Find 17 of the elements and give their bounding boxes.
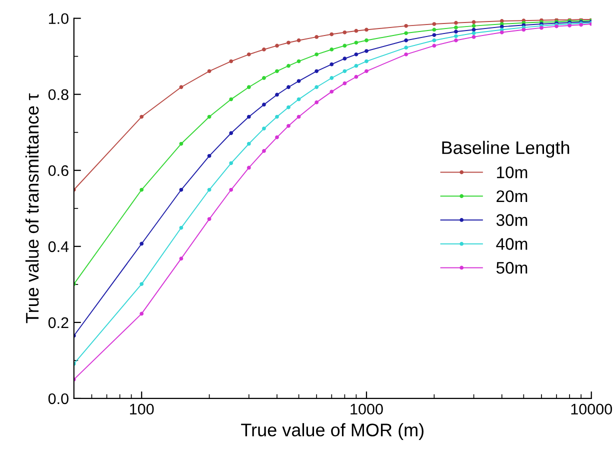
legend-label: 50m — [496, 262, 528, 274]
legend-label: 10m — [497, 166, 528, 178]
x-tick-label: 100 — [130, 404, 154, 415]
x-tick-label: 1000 — [350, 404, 383, 415]
legend-label: 30m — [496, 214, 528, 226]
y-tick-label: 0.8 — [48, 89, 68, 100]
legend-title: Baseline Length — [442, 140, 570, 158]
y-tick-label: 0.2 — [48, 317, 68, 328]
y-axis-title: True value of transmittance τ — [25, 93, 39, 324]
legend-label: 20m — [496, 190, 528, 202]
x-tick-label: 10000 — [571, 404, 612, 415]
y-tick-label: 0.6 — [48, 165, 68, 176]
x-axis-title: True value of MOR (m) — [241, 423, 424, 440]
legend-label: 40m — [496, 238, 528, 250]
y-tick-label: 0.0 — [48, 393, 68, 404]
y-tick-label: 0.4 — [48, 241, 69, 252]
y-tick-label: 1.0 — [48, 13, 68, 24]
